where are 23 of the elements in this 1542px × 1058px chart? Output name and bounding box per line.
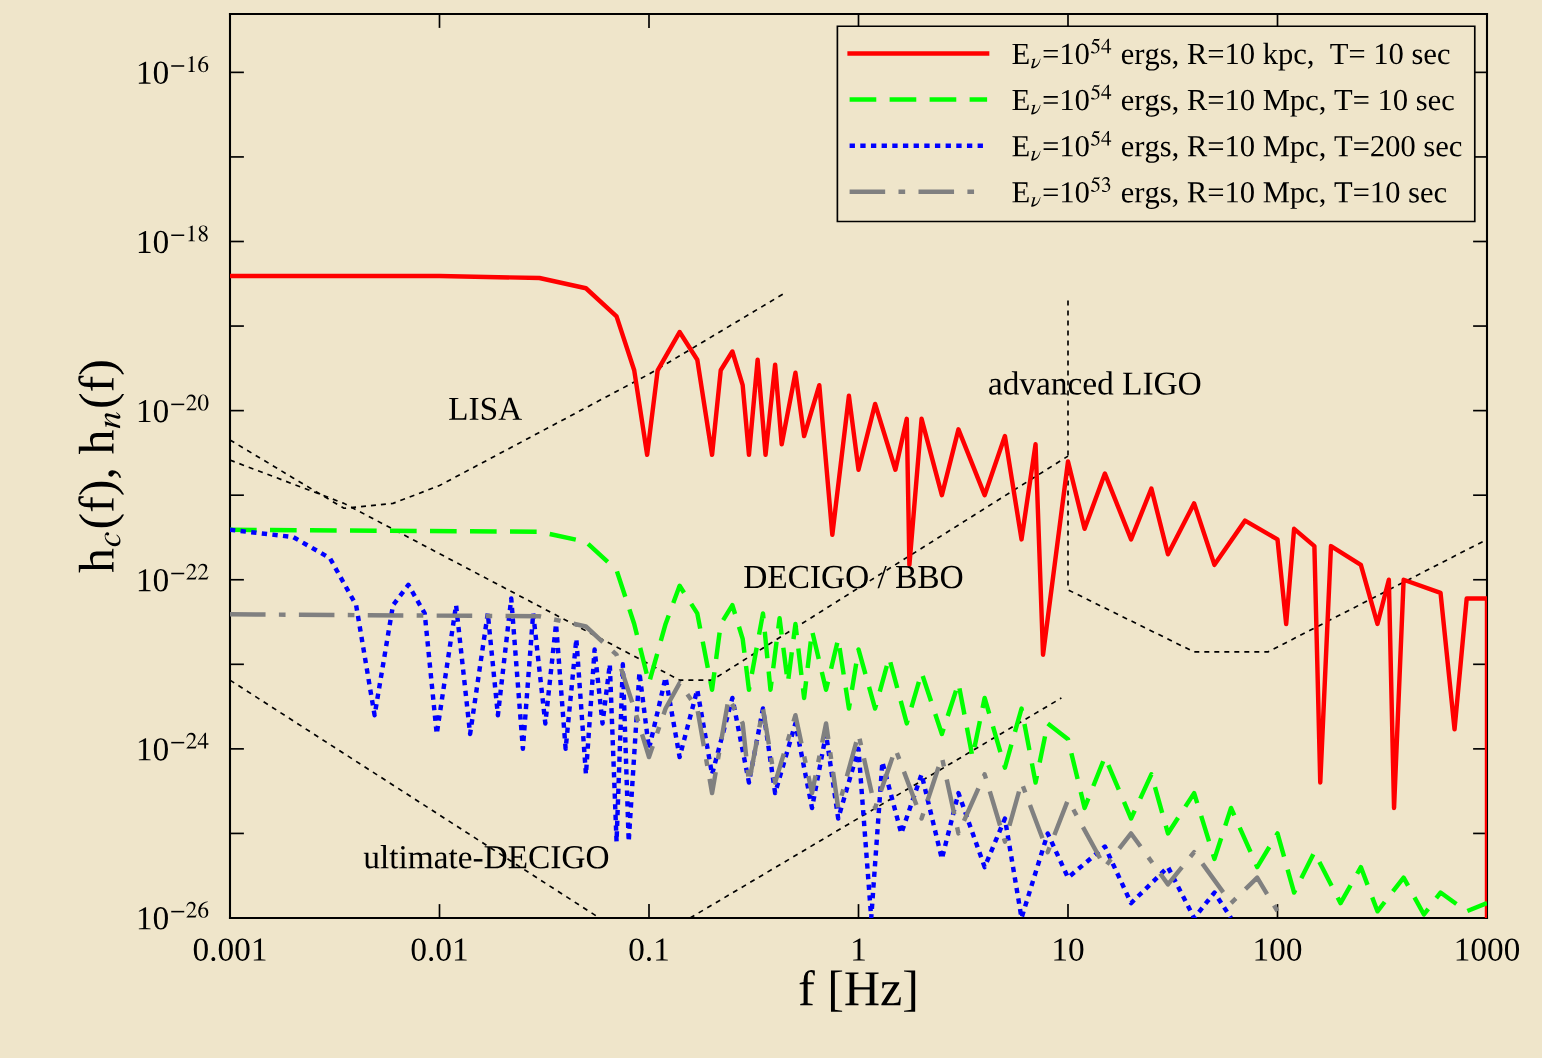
x-tick-label: 0.1	[629, 938, 668, 962]
y-tick-label: 10$^{−22}$	[138, 563, 209, 592]
x-tick-label: 1	[853, 938, 865, 961]
y-tick-label: 10$^{−20}$	[138, 394, 209, 423]
annotation: LISA	[449, 397, 522, 421]
y-tick-label: 10$^{−26}$	[138, 901, 209, 930]
annotation: DECIGO / BBO	[744, 565, 963, 589]
legend-label: E$_{ν}$=10$^{53}$ ergs, R=10 Mpc, T=10 sec	[1012, 176, 1447, 209]
x-tick-label: 0.01	[411, 938, 467, 962]
y-axis-title: h$_{c}$(f), h$_{n}$(f)	[78, 361, 125, 573]
x-tick-label: 10	[1054, 938, 1084, 961]
annotation: advanced LIGO	[989, 371, 1201, 395]
annotation: ultimate-DECIGO	[363, 845, 609, 869]
x-tick-label: 0.001	[193, 938, 266, 962]
y-tick-label: 10$^{−16}$	[138, 55, 209, 84]
y-tick-label: 10$^{−24}$	[138, 732, 209, 761]
legend-label: E$_{ν}$=10$^{54}$ ergs, R=10 kpc, T= 10 sec	[1012, 38, 1450, 71]
x-tick-label: 100	[1255, 938, 1302, 961]
x-axis-title: f [Hz]	[799, 969, 916, 1012]
legend-label: E$_{ν}$=10$^{54}$ ergs, R=10 Mpc, T= 10 sec	[1012, 84, 1454, 117]
x-tick-label: 1000	[1456, 938, 1520, 961]
legend-label: E$_{ν}$=10$^{54}$ ergs, R=10 Mpc, T=200 sec	[1012, 130, 1462, 163]
y-tick-label: 10$^{−18}$	[138, 225, 208, 254]
